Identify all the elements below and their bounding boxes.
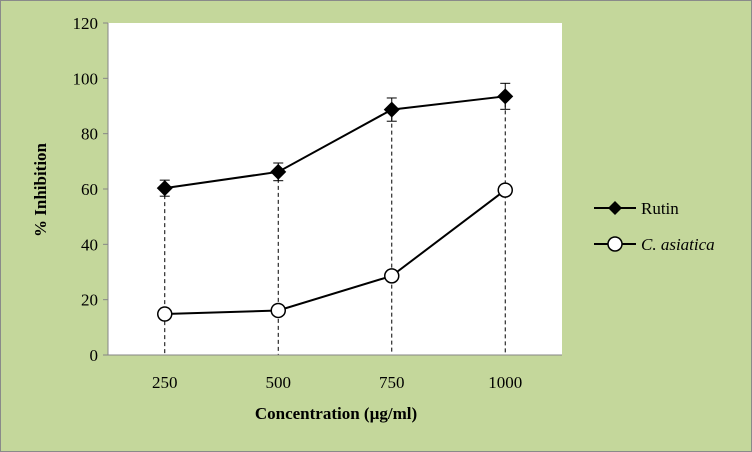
data-point-circle	[270, 302, 286, 319]
x-tick-label: 500	[266, 373, 292, 392]
data-point-circle	[384, 268, 400, 284]
y-tick-label: 100	[73, 69, 99, 88]
y-tick-label: 0	[90, 346, 99, 365]
data-point-circle	[157, 306, 173, 322]
data-point-diamond	[270, 163, 287, 180]
data-point-diamond	[497, 88, 514, 105]
y-tick-label: 60	[81, 180, 98, 199]
y-tick-label: 20	[81, 291, 98, 310]
data-point-diamond	[608, 201, 622, 215]
x-tick-label: 250	[152, 373, 178, 392]
data-point-diamond	[383, 101, 400, 118]
series-1	[157, 182, 513, 322]
legend-label: C. asiatica	[641, 235, 715, 254]
legend-label: Rutin	[641, 199, 679, 218]
series-line	[164, 95, 506, 190]
series-0	[156, 82, 514, 197]
y-tick-label: 120	[73, 14, 99, 33]
plot-area	[108, 23, 562, 355]
data-point-circle	[497, 182, 513, 198]
x-axis-label: Concentration (µg/ml)	[255, 404, 417, 423]
y-axis-label: % Inhibition	[31, 142, 50, 237]
data-point-diamond	[156, 180, 173, 197]
data-point-circle	[607, 236, 623, 252]
y-tick-label: 80	[81, 125, 98, 144]
y-tick-label: 40	[81, 235, 98, 254]
series-line	[164, 189, 506, 316]
x-tick-label: 1000	[488, 373, 522, 392]
x-tick-label: 750	[379, 373, 405, 392]
